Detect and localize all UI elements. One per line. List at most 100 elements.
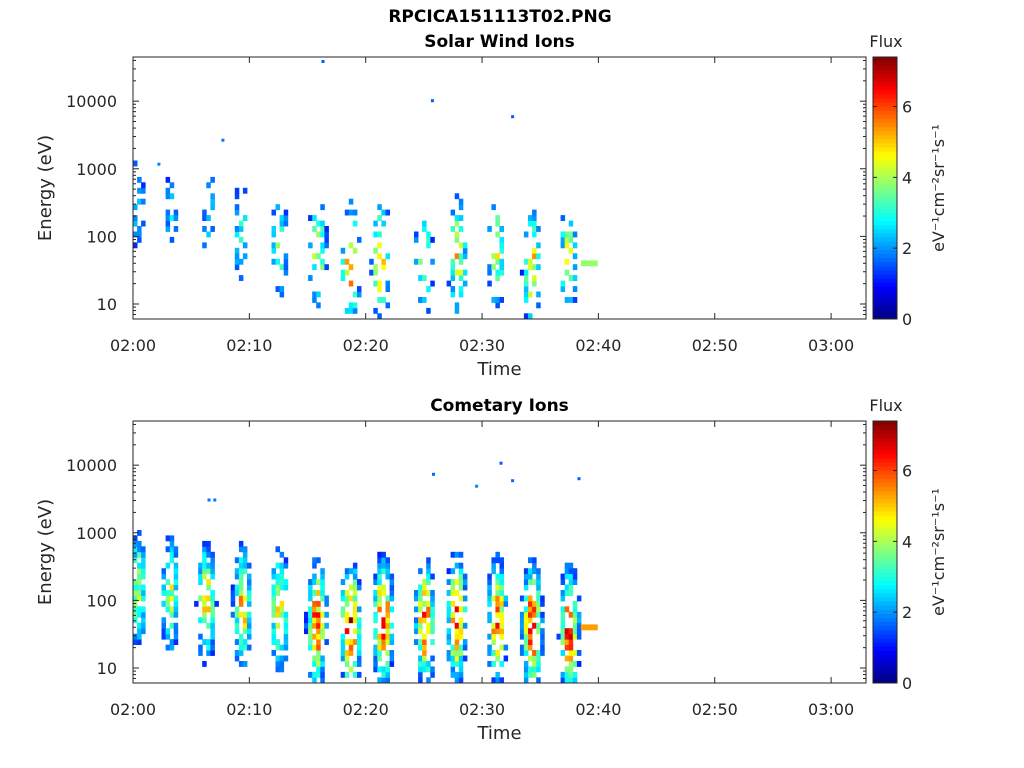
heatmap-cell — [426, 579, 431, 585]
x-tick-label: 02:10 — [226, 700, 272, 719]
heatmap-cell — [344, 639, 350, 645]
heatmap-cell — [275, 573, 280, 580]
heatmap-cell — [340, 275, 346, 281]
heatmap-cell — [499, 584, 504, 591]
heatmap-cell — [377, 584, 382, 591]
heatmap-cell — [133, 595, 138, 602]
heatmap-cell — [357, 628, 362, 635]
heatmap-cell — [279, 562, 285, 569]
heatmap-cell — [271, 628, 276, 635]
heatmap-cell — [169, 584, 175, 591]
heatmap-cell — [540, 644, 545, 651]
heatmap-cell — [491, 650, 496, 656]
heatmap-cell — [202, 617, 207, 624]
heatmap-cell — [271, 247, 276, 254]
heatmap-cell — [458, 622, 464, 629]
heatmap-cell — [381, 633, 386, 640]
heatmap-cell — [487, 600, 492, 607]
heatmap-cell — [564, 639, 570, 645]
heatmap-cell — [373, 264, 378, 271]
heatmap-cell — [279, 666, 285, 673]
colorbar-tick-label: 6 — [902, 98, 912, 117]
heatmap-cell — [491, 568, 496, 575]
heatmap-cell — [430, 655, 435, 662]
heatmap-cell — [458, 584, 464, 591]
heatmap-cell — [308, 275, 313, 281]
heatmap-cell — [430, 595, 435, 602]
heatmap-cell — [528, 291, 533, 298]
colorbar-label: eV⁻¹cm⁻²sr⁻¹s⁻¹ — [929, 488, 948, 616]
heatmap-cell — [169, 611, 175, 618]
heatmap-cell — [446, 617, 452, 624]
heatmap-cell — [564, 231, 570, 238]
heatmap-cell — [418, 584, 423, 591]
heatmap-cell — [238, 226, 244, 232]
heatmap-cell — [528, 595, 533, 602]
x-tick-label: 02:50 — [692, 700, 738, 719]
heatmap-cell — [206, 568, 211, 575]
heatmap-cell — [304, 617, 309, 624]
heatmap-cell — [523, 666, 529, 673]
colorbar-frame — [872, 56, 898, 320]
heatmap-cell — [348, 307, 354, 314]
colorbar-segment — [873, 506, 897, 512]
heatmap-cell — [275, 644, 280, 651]
heatmap-cell — [499, 557, 504, 564]
heatmap-cell — [385, 611, 390, 618]
x-tick-label: 02:30 — [459, 700, 505, 719]
heatmap-cell — [320, 622, 325, 629]
heatmap-cell — [458, 215, 464, 221]
heatmap-cell — [458, 655, 464, 662]
heatmap-cell — [247, 628, 252, 635]
heatmap-cell — [528, 264, 533, 271]
heatmap-cell — [495, 595, 500, 602]
heatmap-cell — [357, 671, 362, 678]
heatmap-cell — [352, 302, 358, 309]
colorbar-segment — [873, 294, 897, 300]
heatmap-cell — [352, 220, 358, 227]
colorbar-segment — [873, 502, 897, 508]
heatmap-cell — [373, 644, 378, 651]
colorbar-segment — [873, 85, 897, 91]
heatmap-cell — [312, 655, 317, 662]
heatmap-cell — [458, 204, 464, 211]
heatmap-cell — [422, 611, 427, 618]
heatmap-cell — [528, 220, 533, 227]
heatmap-cell — [491, 677, 496, 684]
heatmap-cell — [523, 579, 529, 585]
heatmap-cell — [426, 231, 431, 238]
heatmap-cell — [389, 579, 395, 585]
heatmap-cell — [247, 633, 252, 640]
heatmap-cell — [242, 551, 248, 558]
heatmap-cell — [422, 655, 427, 662]
heatmap-cell — [242, 562, 248, 569]
heatmap-cell — [458, 226, 464, 232]
colorbar-segment — [873, 69, 897, 74]
heatmap-cell — [133, 540, 138, 547]
heatmap-cell — [499, 573, 504, 580]
heatmap-cell — [540, 650, 545, 656]
heatmap-cell — [572, 677, 578, 684]
heatmap-cell — [568, 236, 574, 243]
heatmap-cell — [418, 644, 423, 651]
heatmap-cell — [206, 644, 211, 651]
heatmap-cell — [454, 677, 460, 684]
heatmap-cell — [352, 671, 358, 678]
heatmap-cell — [283, 562, 289, 569]
heatmap-cell — [133, 242, 138, 249]
isolated-point — [475, 484, 479, 488]
heatmap-cell — [348, 584, 354, 591]
heatmap-cell — [450, 269, 456, 276]
heatmap-cell — [165, 595, 171, 602]
heatmap-cell — [340, 606, 346, 613]
heatmap-cell — [580, 260, 586, 267]
heatmap-cell — [202, 226, 207, 232]
heatmap-cell — [446, 633, 452, 640]
heatmap-cell — [137, 573, 142, 580]
heatmap-cell — [340, 644, 346, 651]
heatmap-cell — [283, 655, 289, 662]
heatmap-cell — [165, 209, 171, 216]
x-tick-label: 03:00 — [808, 336, 854, 355]
heatmap-cell — [133, 590, 138, 596]
heatmap-cell — [377, 595, 382, 602]
